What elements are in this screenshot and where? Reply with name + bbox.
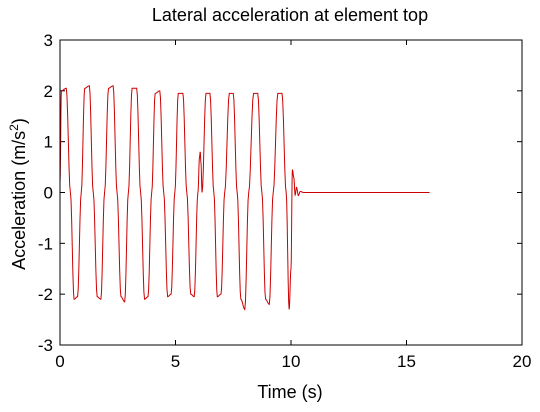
chart-title: Lateral acceleration at element top — [152, 5, 428, 25]
axes-box — [59, 39, 523, 346]
y-axis-label: Acceleration (m/s2) — [7, 118, 29, 270]
y-tick-label: -1 — [38, 234, 53, 253]
y-axis-label-main: Acceleration (m/s — [9, 131, 29, 270]
y-axis-label-tail: ) — [9, 118, 29, 124]
y-tick-label: -2 — [38, 285, 53, 304]
x-axis-label: Time (s) — [257, 382, 322, 402]
series-line — [59, 85, 430, 311]
y-tick-label: 1 — [44, 133, 53, 152]
y-tick-label: 2 — [44, 82, 53, 101]
y-tick-label: 0 — [44, 184, 53, 203]
x-tick-label: 0 — [55, 352, 64, 371]
y-tick-label: -3 — [38, 336, 53, 355]
plot-area — [60, 40, 522, 345]
x-tick-label: 20 — [513, 352, 532, 371]
y-tick-label: 3 — [44, 31, 53, 50]
tick-labels: 0 5 10 15 20 -3 -2 -1 0 1 2 3 — [38, 31, 532, 371]
x-tick-label: 10 — [282, 352, 301, 371]
x-tick-label: 15 — [397, 352, 416, 371]
y-axis-label-superscript: 2 — [7, 124, 21, 131]
x-tick-label: 5 — [171, 352, 180, 371]
